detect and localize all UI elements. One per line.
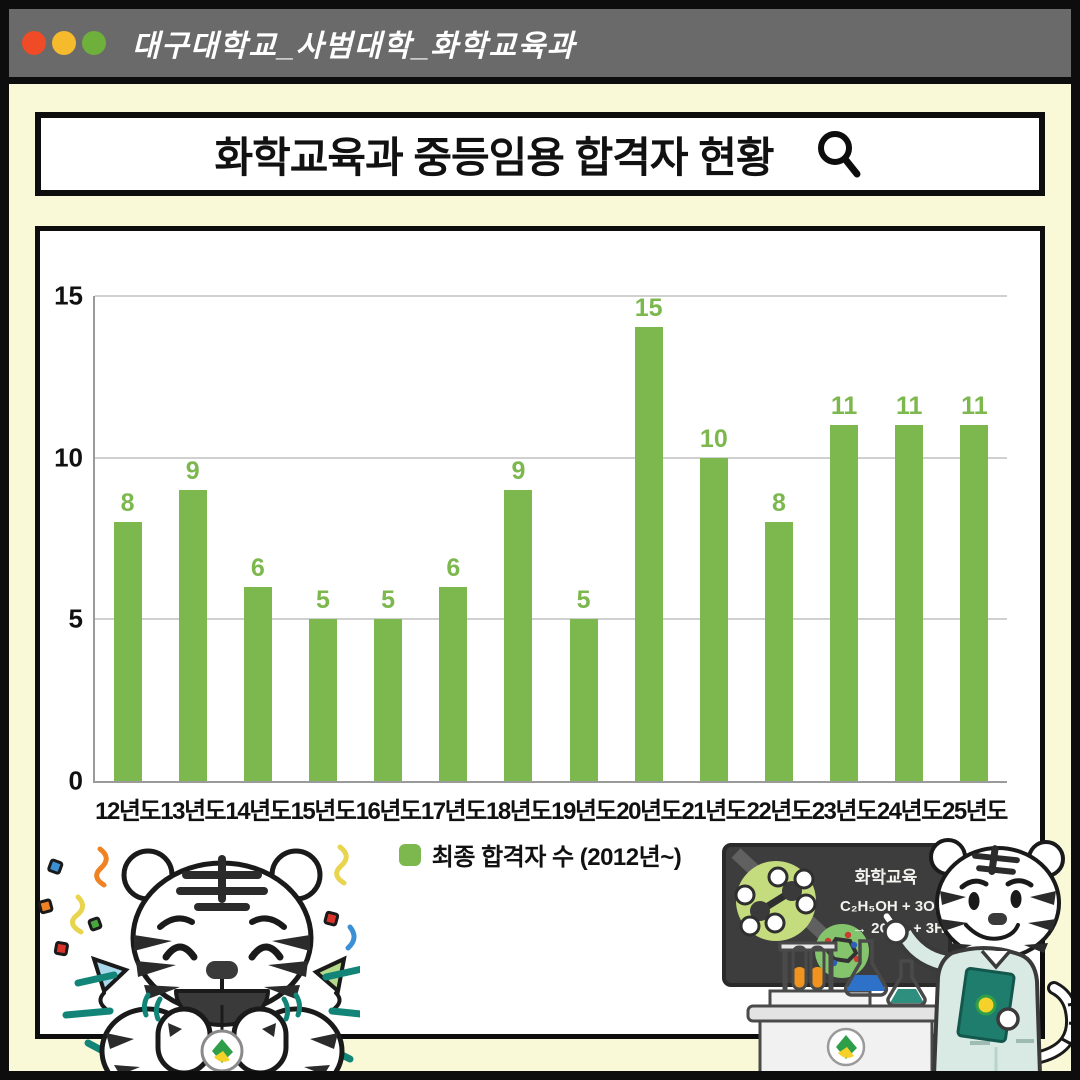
x-tick-label-24년도: 24년도 bbox=[876, 798, 943, 825]
bar-slot-18년도: 9 bbox=[486, 296, 551, 781]
bar-slot-25년도: 11 bbox=[942, 296, 1007, 781]
bar-23년도 bbox=[830, 425, 859, 781]
chalkboard-equation-line1: C₂H₅OH + 3O₂ bbox=[840, 898, 941, 915]
legend-label: 최종 합격자 수 (2012년~) bbox=[431, 844, 682, 871]
bar-slot-20년도: 15 bbox=[616, 296, 681, 781]
y-tick-label-5: 5 bbox=[68, 603, 83, 634]
bar-value-label: 8 bbox=[120, 489, 135, 518]
x-tick-label-20년도: 20년도 bbox=[616, 798, 682, 825]
bar-20년도 bbox=[634, 327, 663, 781]
professor-tiger bbox=[880, 838, 1078, 1075]
search-icon[interactable] bbox=[813, 128, 865, 180]
x-axis-labels: 12년도 13년도 14년도 15년도 16년도 17년도 18년도 19년도 20년도 21년도… bbox=[95, 791, 1008, 826]
clipboard bbox=[956, 967, 1016, 1043]
bar-16년도 bbox=[374, 619, 403, 781]
page-title: 화학교육과 중등임용 합격자 현황 bbox=[214, 133, 775, 181]
tiger-head bbox=[121, 848, 323, 1027]
bar-slot-14년도: 6 bbox=[225, 296, 290, 781]
bar-value-label: 15 bbox=[634, 294, 663, 322]
bar-value-label: 11 bbox=[961, 392, 988, 421]
bar-13년도 bbox=[178, 490, 207, 781]
bar-slot-13년도: 9 bbox=[160, 296, 225, 781]
y-tick-label-15: 15 bbox=[54, 280, 83, 311]
y-tick-label-10: 10 bbox=[54, 442, 83, 473]
bar-value-label: 5 bbox=[576, 586, 591, 615]
bar-slot-15년도: 5 bbox=[290, 296, 355, 781]
x-tick-label-16년도: 16년도 bbox=[355, 798, 422, 825]
x-tick-label-25년도: 25년도 bbox=[941, 798, 1008, 825]
bar-slot-21년도: 10 bbox=[681, 296, 746, 781]
x-tick-label-23년도: 23년도 bbox=[811, 798, 878, 825]
lab-glassware bbox=[768, 939, 927, 1009]
plot-area: 8 9 6 5 5 6 9 5 15 10 8 11 11 11 0 5 10 15 bbox=[54, 281, 1007, 796]
bar-value-label: 11 bbox=[830, 392, 858, 421]
bar-slot-22년도: 8 bbox=[746, 296, 811, 781]
bar-value-label: 9 bbox=[185, 457, 200, 485]
bar-17년도 bbox=[439, 587, 468, 781]
x-tick-label-12년도: 12년도 bbox=[95, 798, 161, 825]
x-axis bbox=[93, 781, 1007, 783]
bar-slot-12년도: 8 bbox=[95, 296, 160, 781]
bar-19년도 bbox=[569, 619, 598, 781]
bar-value-label: 6 bbox=[250, 554, 265, 582]
bar-slot-23년도: 11 bbox=[812, 296, 877, 781]
y-tick-label-0: 0 bbox=[68, 765, 83, 796]
window-title: 대구대학교_사범대학_화학교육과 bbox=[132, 30, 576, 63]
mascot-tiger-celebrating bbox=[37, 844, 360, 1075]
x-tick-label-19년도: 19년도 bbox=[551, 798, 617, 825]
x-tick-label-14년도: 14년도 bbox=[225, 798, 291, 825]
window-dot-green[interactable] bbox=[82, 31, 106, 55]
bar-slot-24년도: 11 bbox=[877, 296, 942, 781]
bar-value-label: 8 bbox=[772, 489, 786, 518]
x-tick-label-21년도: 21년도 bbox=[681, 798, 747, 825]
x-tick-label-17년도: 17년도 bbox=[420, 798, 487, 825]
window-titlebar: 대구대학교_사범대학_화학교육과 bbox=[9, 9, 1071, 84]
bar-value-label: 5 bbox=[316, 586, 330, 615]
chalkboard-heading: 화학교육 bbox=[855, 868, 918, 887]
chart-legend: 최종 합격자 수 (2012년~) bbox=[40, 837, 1040, 872]
bar-22년도 bbox=[764, 522, 793, 781]
x-tick-label-22년도: 22년도 bbox=[746, 798, 813, 825]
lab-desk bbox=[746, 1004, 946, 1075]
bar-value-label: 6 bbox=[446, 554, 461, 582]
bar-value-label: 9 bbox=[511, 457, 526, 485]
window-controls bbox=[22, 31, 106, 55]
bar-14년도 bbox=[243, 587, 272, 781]
legend-marker bbox=[398, 843, 421, 866]
bar-value-label: 11 bbox=[896, 392, 923, 421]
bar-slot-16년도: 5 bbox=[356, 296, 421, 781]
y-axis bbox=[93, 296, 95, 781]
bar-15년도 bbox=[308, 619, 337, 781]
bar-value-label: 5 bbox=[381, 586, 396, 615]
bar-12년도 bbox=[113, 522, 142, 781]
header-box: 화학교육과 중등임용 합격자 현황 bbox=[35, 112, 1045, 196]
x-tick-label-13년도: 13년도 bbox=[160, 798, 226, 825]
bar-value-label: 10 bbox=[699, 424, 728, 453]
gridline-10 bbox=[95, 456, 1007, 459]
window-dot-yellow[interactable] bbox=[52, 31, 76, 55]
bar-24년도 bbox=[895, 425, 924, 781]
bar-25년도 bbox=[960, 425, 989, 781]
bar-21년도 bbox=[699, 457, 728, 781]
x-tick-label-15년도: 15년도 bbox=[290, 798, 357, 825]
bar-series: 8 9 6 5 5 6 9 5 15 10 8 11 11 11 bbox=[95, 296, 1007, 781]
bar-slot-19년도: 5 bbox=[551, 296, 616, 781]
bar-slot-17년도: 6 bbox=[421, 296, 486, 781]
bar-18년도 bbox=[504, 490, 533, 781]
window-dot-red[interactable] bbox=[22, 31, 46, 55]
x-tick-label-18년도: 18년도 bbox=[485, 798, 552, 825]
gridline-5 bbox=[95, 618, 1007, 621]
tiger-body bbox=[99, 992, 345, 1075]
mascot-tiger-professor: 화학교육 C₂H₅OH + 3O₂ → 2CO₂ + 3H₂O bbox=[722, 838, 1078, 1075]
gridline-15 bbox=[95, 295, 1007, 297]
